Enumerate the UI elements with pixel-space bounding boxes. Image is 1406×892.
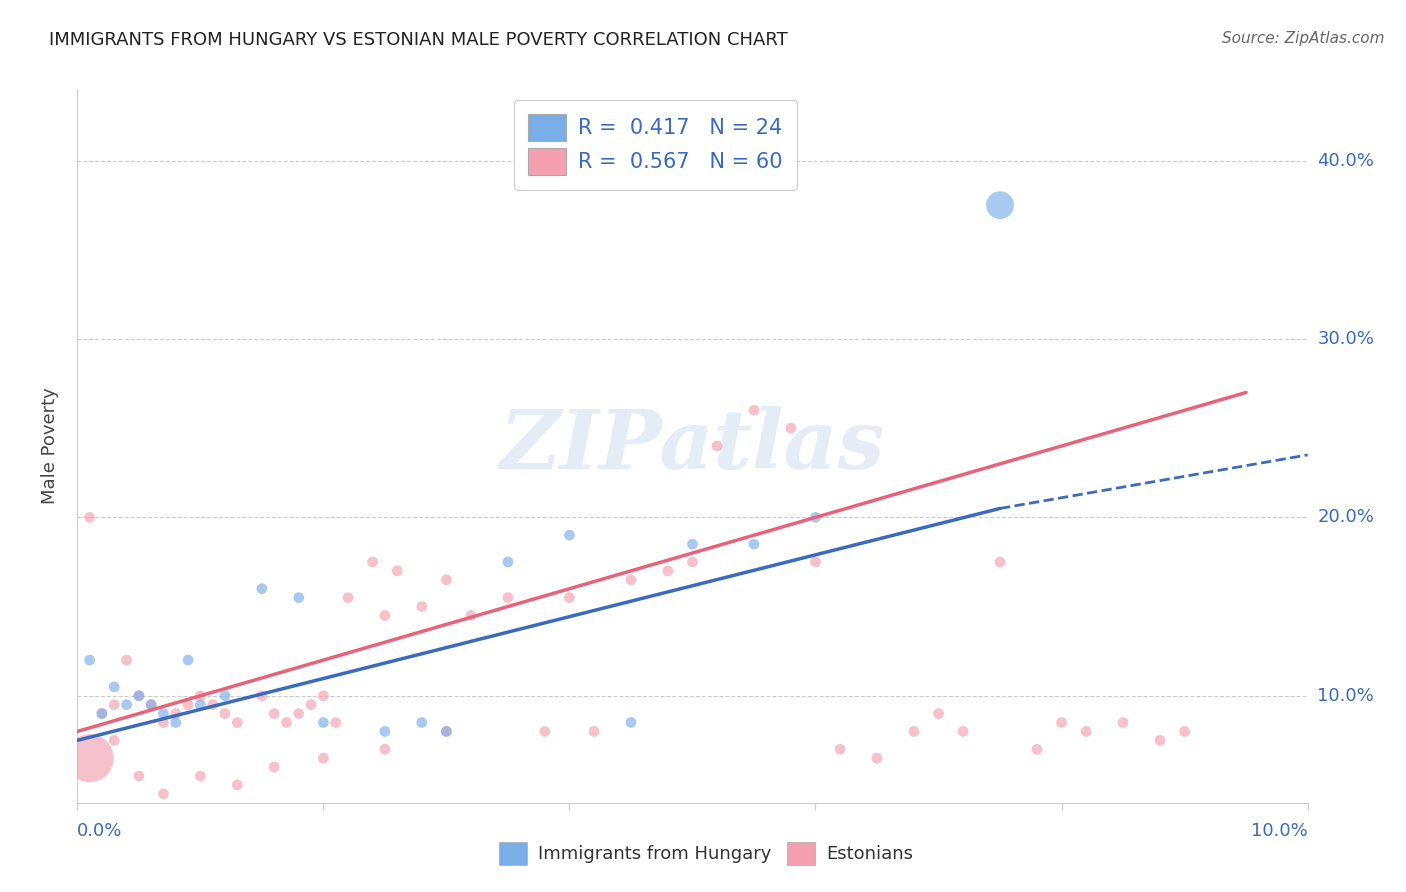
Point bbox=[1026, 742, 1049, 756]
Point bbox=[177, 698, 200, 712]
Point bbox=[742, 403, 765, 417]
Point bbox=[928, 706, 950, 721]
Point bbox=[90, 706, 114, 721]
Point bbox=[780, 421, 803, 435]
Y-axis label: Male Poverty: Male Poverty bbox=[41, 388, 59, 504]
Point bbox=[165, 715, 187, 730]
Point bbox=[374, 724, 396, 739]
Point bbox=[411, 599, 433, 614]
Point bbox=[706, 439, 728, 453]
Point bbox=[496, 555, 519, 569]
Point bbox=[804, 510, 827, 524]
Point bbox=[250, 689, 273, 703]
Point bbox=[263, 706, 285, 721]
Point bbox=[152, 715, 174, 730]
Point bbox=[411, 715, 433, 730]
Point bbox=[558, 528, 581, 542]
Text: IMMIGRANTS FROM HUNGARY VS ESTONIAN MALE POVERTY CORRELATION CHART: IMMIGRANTS FROM HUNGARY VS ESTONIAN MALE… bbox=[49, 31, 787, 49]
Point bbox=[374, 742, 396, 756]
Point bbox=[742, 537, 765, 551]
Point bbox=[201, 698, 224, 712]
Point bbox=[903, 724, 925, 739]
Point bbox=[79, 751, 101, 765]
Point bbox=[325, 715, 347, 730]
Point bbox=[374, 608, 396, 623]
Point bbox=[288, 591, 311, 605]
Point bbox=[188, 689, 212, 703]
Point bbox=[141, 698, 163, 712]
Point bbox=[128, 689, 150, 703]
Point bbox=[79, 653, 101, 667]
Point bbox=[115, 698, 138, 712]
Point bbox=[385, 564, 409, 578]
Text: 10.0%: 10.0% bbox=[1317, 687, 1374, 705]
Point bbox=[152, 787, 174, 801]
Point bbox=[534, 724, 557, 739]
Point bbox=[830, 742, 852, 756]
Point bbox=[214, 689, 236, 703]
Point bbox=[866, 751, 889, 765]
Point bbox=[103, 698, 125, 712]
Point bbox=[436, 724, 458, 739]
Point bbox=[177, 653, 200, 667]
Point bbox=[103, 733, 125, 747]
Text: ZIPatlas: ZIPatlas bbox=[499, 406, 886, 486]
Point bbox=[152, 706, 174, 721]
Point bbox=[214, 706, 236, 721]
Text: Source: ZipAtlas.com: Source: ZipAtlas.com bbox=[1222, 31, 1385, 46]
Point bbox=[226, 715, 249, 730]
Point bbox=[583, 724, 606, 739]
Point bbox=[188, 698, 212, 712]
Point bbox=[657, 564, 679, 578]
Point bbox=[1112, 715, 1135, 730]
Point bbox=[620, 715, 643, 730]
Point bbox=[226, 778, 249, 792]
Point bbox=[988, 555, 1011, 569]
Point bbox=[288, 706, 311, 721]
Point bbox=[496, 591, 519, 605]
Point bbox=[361, 555, 384, 569]
Text: 40.0%: 40.0% bbox=[1317, 152, 1374, 169]
Point bbox=[79, 510, 101, 524]
Point bbox=[115, 653, 138, 667]
Text: Estonians: Estonians bbox=[827, 845, 914, 863]
Point bbox=[1076, 724, 1098, 739]
Point bbox=[312, 689, 335, 703]
Point bbox=[276, 715, 298, 730]
Text: 0.0%: 0.0% bbox=[77, 822, 122, 840]
Point bbox=[558, 591, 581, 605]
Text: Immigrants from Hungary: Immigrants from Hungary bbox=[538, 845, 772, 863]
Point bbox=[299, 698, 322, 712]
Point bbox=[436, 724, 458, 739]
Point bbox=[103, 680, 125, 694]
Text: 30.0%: 30.0% bbox=[1317, 330, 1374, 348]
Point bbox=[250, 582, 273, 596]
Point bbox=[337, 591, 360, 605]
Point bbox=[620, 573, 643, 587]
Text: 20.0%: 20.0% bbox=[1317, 508, 1374, 526]
Point bbox=[312, 751, 335, 765]
Point bbox=[682, 555, 704, 569]
Point bbox=[90, 706, 114, 721]
Point bbox=[988, 198, 1011, 212]
Point bbox=[128, 689, 150, 703]
Point bbox=[312, 715, 335, 730]
Point bbox=[804, 555, 827, 569]
Point bbox=[141, 698, 163, 712]
Point bbox=[682, 537, 704, 551]
Text: 10.0%: 10.0% bbox=[1251, 822, 1308, 840]
Point bbox=[1174, 724, 1197, 739]
Point bbox=[188, 769, 212, 783]
Point bbox=[952, 724, 974, 739]
Point bbox=[263, 760, 285, 774]
Point bbox=[165, 706, 187, 721]
Point bbox=[460, 608, 482, 623]
Legend: R =  0.417   N = 24, R =  0.567   N = 60: R = 0.417 N = 24, R = 0.567 N = 60 bbox=[513, 100, 797, 190]
Point bbox=[128, 769, 150, 783]
Point bbox=[436, 573, 458, 587]
Point bbox=[1050, 715, 1073, 730]
Point bbox=[1149, 733, 1171, 747]
